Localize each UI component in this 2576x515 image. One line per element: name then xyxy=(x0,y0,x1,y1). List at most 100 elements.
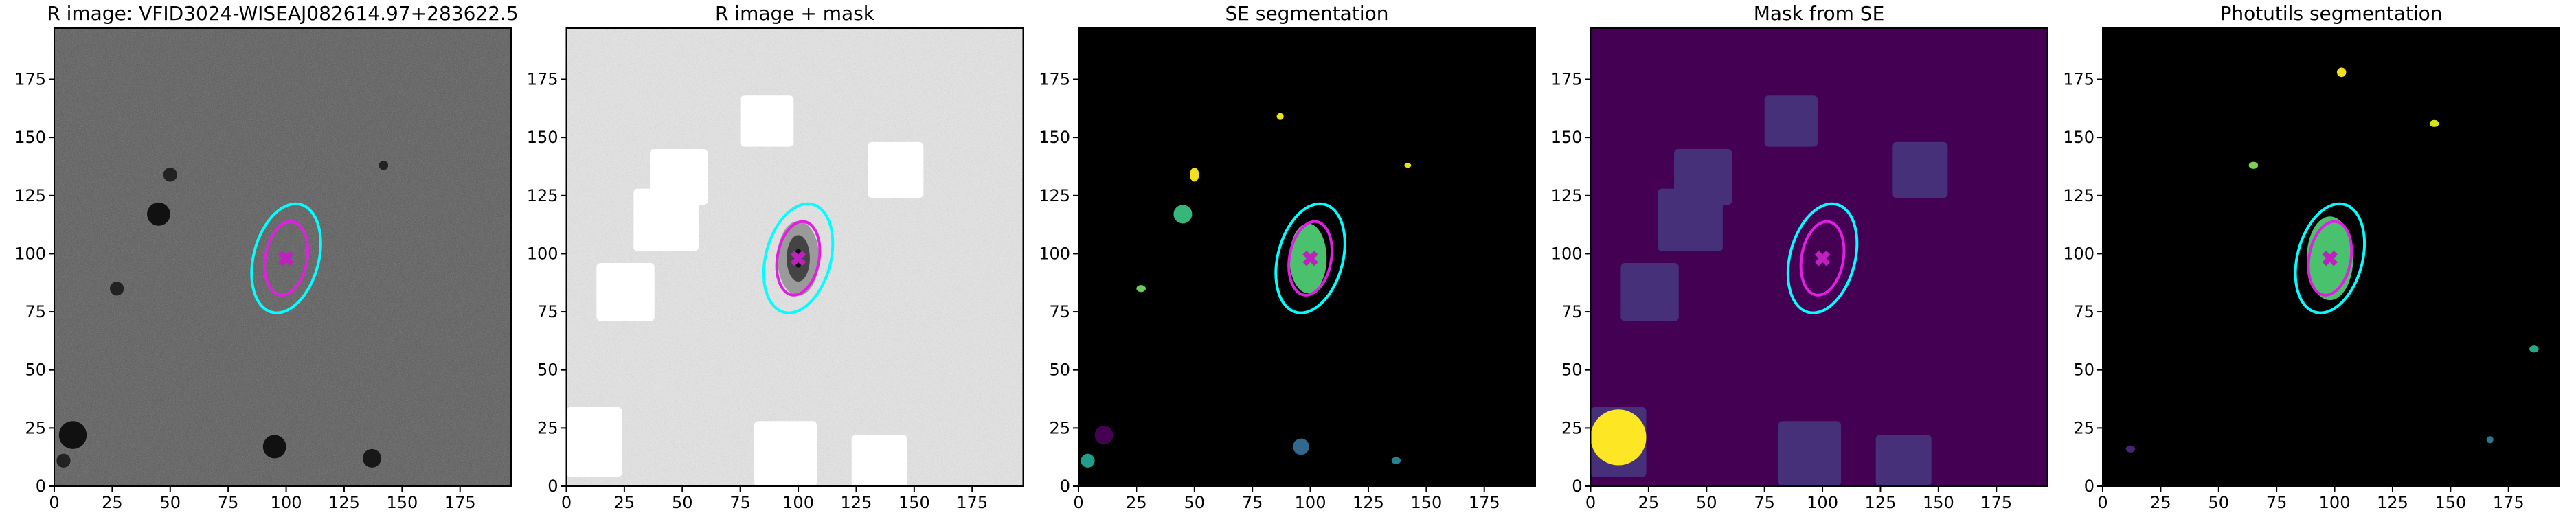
y-tick-label: 0 xyxy=(2084,477,2094,496)
y-tick-label: 175 xyxy=(14,69,46,89)
y-tick-label: 150 xyxy=(527,128,558,147)
y-tick-label: 175 xyxy=(2063,69,2094,89)
x-tick-label: 75 xyxy=(730,493,751,512)
x-tick-label: 150 xyxy=(899,493,930,512)
source xyxy=(163,168,177,182)
x-tick-label: 175 xyxy=(444,493,476,512)
source xyxy=(1173,205,1193,224)
y-tick-label: 175 xyxy=(1551,69,1583,89)
y-tick-label: 25 xyxy=(1561,418,1583,437)
axes-frame xyxy=(1590,27,2048,487)
x-tick-label: 125 xyxy=(1865,493,1897,512)
x-tick-label: 125 xyxy=(841,493,872,512)
y-tick-label: 175 xyxy=(527,69,558,89)
source xyxy=(56,453,71,468)
aperture-ellipse xyxy=(263,220,309,297)
x-tick-label: 175 xyxy=(956,493,988,512)
source xyxy=(2336,67,2347,78)
y-tick-label: 25 xyxy=(537,418,558,437)
mask-region xyxy=(633,188,699,252)
y-tick-label: 0 xyxy=(1572,477,1582,496)
mask-region xyxy=(740,95,794,147)
source xyxy=(2248,161,2259,169)
x-tick-label: 175 xyxy=(1469,493,1500,512)
image xyxy=(566,28,1024,486)
y-tick-label: 125 xyxy=(2063,186,2094,205)
axes-frame xyxy=(1078,27,1536,487)
mask-region xyxy=(754,421,817,486)
y-tick-label: 75 xyxy=(2073,302,2094,321)
y-tick-label: 150 xyxy=(14,128,46,147)
panel: 0 25 50 75 100 125 150 175 0 25 50 75 100 125 150 175 R … xyxy=(527,2,1024,512)
y-tick-label: 125 xyxy=(1551,186,1583,205)
axes-frame xyxy=(54,27,512,487)
y-tick-label: 50 xyxy=(537,360,558,380)
panel: 0 25 50 75 100 125 150 175 0 25 50 75 100 125 150 175 Ma… xyxy=(1551,2,2048,512)
panel-title: Mask from SE xyxy=(1754,2,1885,25)
y-tick-label: 100 xyxy=(2063,244,2094,263)
panel-title: Photutils segmentation xyxy=(2219,2,2442,25)
x-tick-label: 75 xyxy=(1754,493,1775,512)
x-tick-label: 25 xyxy=(1126,493,1147,512)
x-tick-label: 75 xyxy=(2266,493,2287,512)
y-tick-label: 125 xyxy=(1039,186,1070,205)
x-tick-label: 125 xyxy=(2377,493,2408,512)
source xyxy=(147,202,170,226)
aperture-ellipse xyxy=(1287,220,1333,297)
mask-region xyxy=(1658,188,1723,252)
x-tick-label: 50 xyxy=(672,493,693,512)
x-tick-label: 175 xyxy=(2493,493,2524,512)
panel-title: R image + mask xyxy=(715,2,875,25)
center-marker xyxy=(2322,250,2338,266)
x-tick-label: 150 xyxy=(1923,493,1954,512)
x-tick-label: 50 xyxy=(2208,493,2230,512)
y-tick-label: 100 xyxy=(14,244,46,263)
x-tick-label: 0 xyxy=(561,493,572,512)
center-marker xyxy=(278,250,294,266)
x-tick-label: 0 xyxy=(49,493,59,512)
y-tick-label: 100 xyxy=(1039,244,1070,263)
y-tick-label: 0 xyxy=(547,477,558,496)
x-tick-label: 125 xyxy=(1353,493,1384,512)
source xyxy=(58,421,87,449)
aperture-ellipse xyxy=(250,202,322,314)
source xyxy=(2486,436,2494,444)
center-marker xyxy=(790,250,806,266)
mask-region xyxy=(851,435,907,486)
y-tick-label: 0 xyxy=(36,477,46,496)
image xyxy=(1078,28,1535,486)
x-tick-label: 25 xyxy=(102,493,123,512)
mask-region xyxy=(1764,95,1818,147)
y-tick-label: 150 xyxy=(1551,128,1583,147)
y-tick-label: 150 xyxy=(1039,128,1070,147)
image xyxy=(1590,28,2048,486)
y-tick-label: 75 xyxy=(537,302,558,321)
aperture-ellipse xyxy=(2294,202,2366,314)
center-marker xyxy=(1302,250,1318,266)
mask-region xyxy=(868,141,924,198)
x-tick-label: 125 xyxy=(328,493,360,512)
y-tick-label: 75 xyxy=(1561,302,1583,321)
y-tick-label: 25 xyxy=(1049,418,1070,437)
x-tick-label: 100 xyxy=(271,493,302,512)
x-tick-label: 75 xyxy=(218,493,239,512)
axes-frame xyxy=(2102,27,2560,487)
mask-region xyxy=(1778,421,1842,486)
x-tick-label: 0 xyxy=(1585,493,1596,512)
panel-title: R image: VFID3024-WISEAJ082614.97+283622… xyxy=(47,2,519,25)
panel-title: SE segmentation xyxy=(1225,2,1389,25)
aperture-ellipse xyxy=(762,202,835,314)
source xyxy=(379,160,389,170)
source xyxy=(2125,445,2136,453)
source xyxy=(1391,457,1401,464)
x-tick-label: 25 xyxy=(614,493,635,512)
source xyxy=(1136,285,1146,293)
aperture-ellipse xyxy=(1799,220,1846,297)
source xyxy=(1590,409,1647,466)
panel: 0 25 50 75 100 125 150 175 0 25 50 75 100 125 150 175 SE… xyxy=(1039,2,1536,512)
image xyxy=(2103,28,2560,486)
y-tick-label: 50 xyxy=(1561,360,1583,380)
center-marker xyxy=(1814,250,1831,266)
x-tick-label: 75 xyxy=(1242,493,1263,512)
